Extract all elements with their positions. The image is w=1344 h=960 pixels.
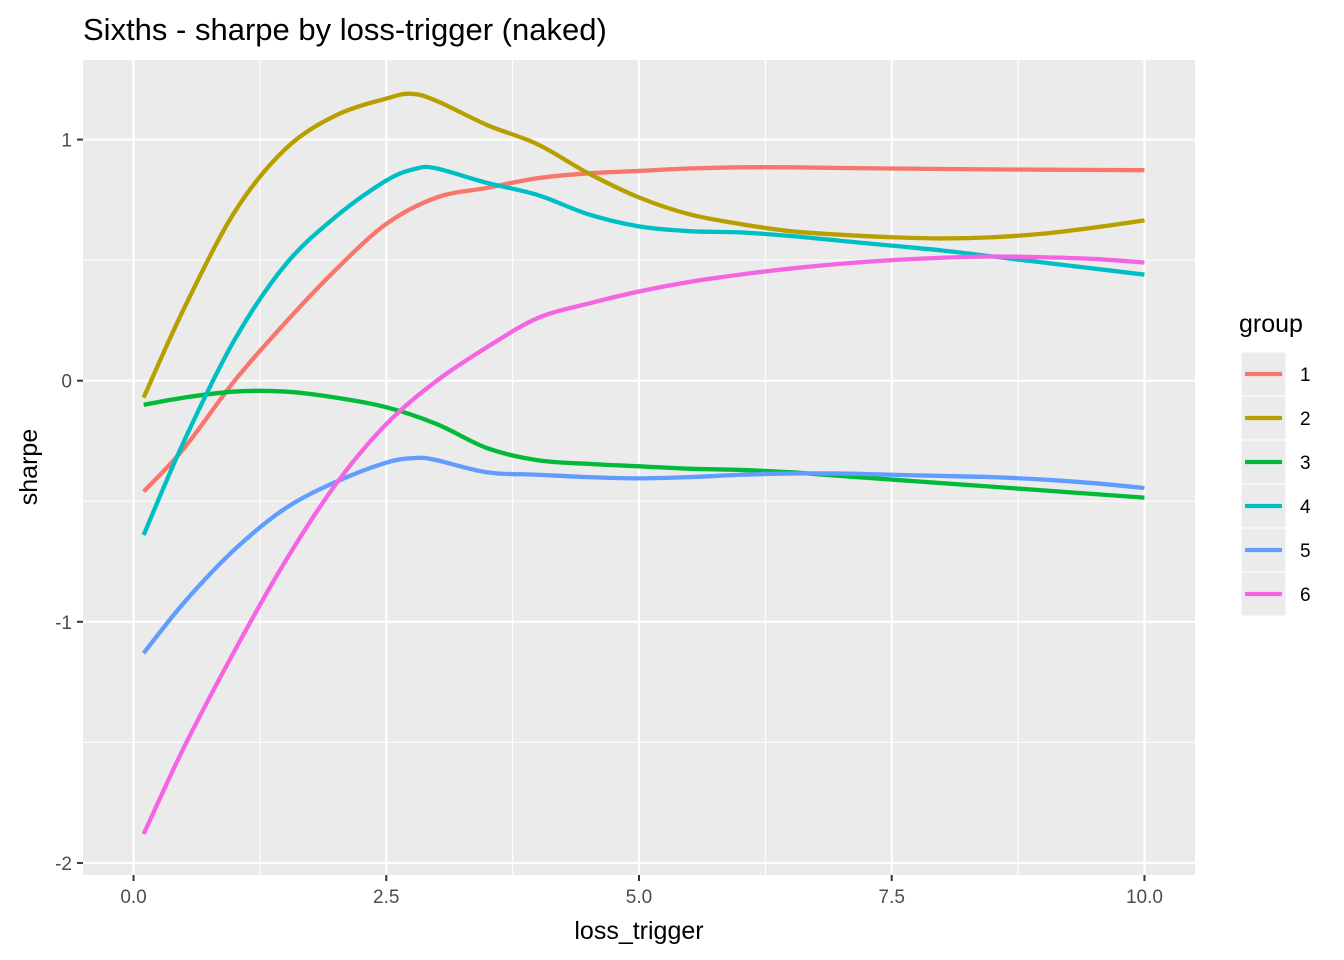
legend-label: 3 bbox=[1300, 453, 1311, 474]
x-tick-label: 5.0 bbox=[626, 887, 652, 908]
y-tick-label: -1 bbox=[55, 613, 72, 634]
series-line-group-6 bbox=[141, 254, 1145, 835]
series-line-group-5 bbox=[141, 455, 1145, 655]
y-tick-label: 0 bbox=[61, 372, 72, 393]
x-tick-label: 0.0 bbox=[120, 887, 146, 908]
y-axis-title: sharpe bbox=[15, 429, 43, 505]
series-line-group-4 bbox=[141, 164, 1145, 536]
legend-label: 2 bbox=[1300, 409, 1311, 430]
y-axis-ticks: -2 -1 0 1 bbox=[55, 131, 83, 875]
series-lines bbox=[141, 91, 1145, 835]
legend-label: 1 bbox=[1300, 365, 1311, 386]
plot-panel bbox=[83, 60, 1195, 875]
legend-items: 1 2 3 4 5 6 bbox=[1240, 351, 1311, 617]
series-line-group-3 bbox=[143, 388, 1145, 500]
chart-title: Sixths - sharpe by loss-trigger (naked) bbox=[83, 12, 607, 47]
y-tick-label: -2 bbox=[55, 854, 72, 875]
x-tick-label: 7.5 bbox=[879, 887, 905, 908]
y-tick-label: 1 bbox=[61, 131, 72, 152]
legend-label: 5 bbox=[1300, 541, 1311, 562]
x-axis-title: loss_trigger bbox=[574, 917, 703, 945]
legend-title: group bbox=[1239, 310, 1303, 338]
series-line-group-2 bbox=[141, 91, 1145, 399]
legend: group 1 2 3 4 5 6 bbox=[1239, 310, 1311, 617]
x-axis-ticks: 0.0 2.5 5.0 7.5 10.0 bbox=[120, 875, 1163, 908]
x-tick-label: 10.0 bbox=[1126, 887, 1163, 908]
legend-label: 6 bbox=[1300, 585, 1311, 606]
legend-label: 4 bbox=[1300, 497, 1311, 518]
x-tick-label: 2.5 bbox=[373, 887, 399, 908]
